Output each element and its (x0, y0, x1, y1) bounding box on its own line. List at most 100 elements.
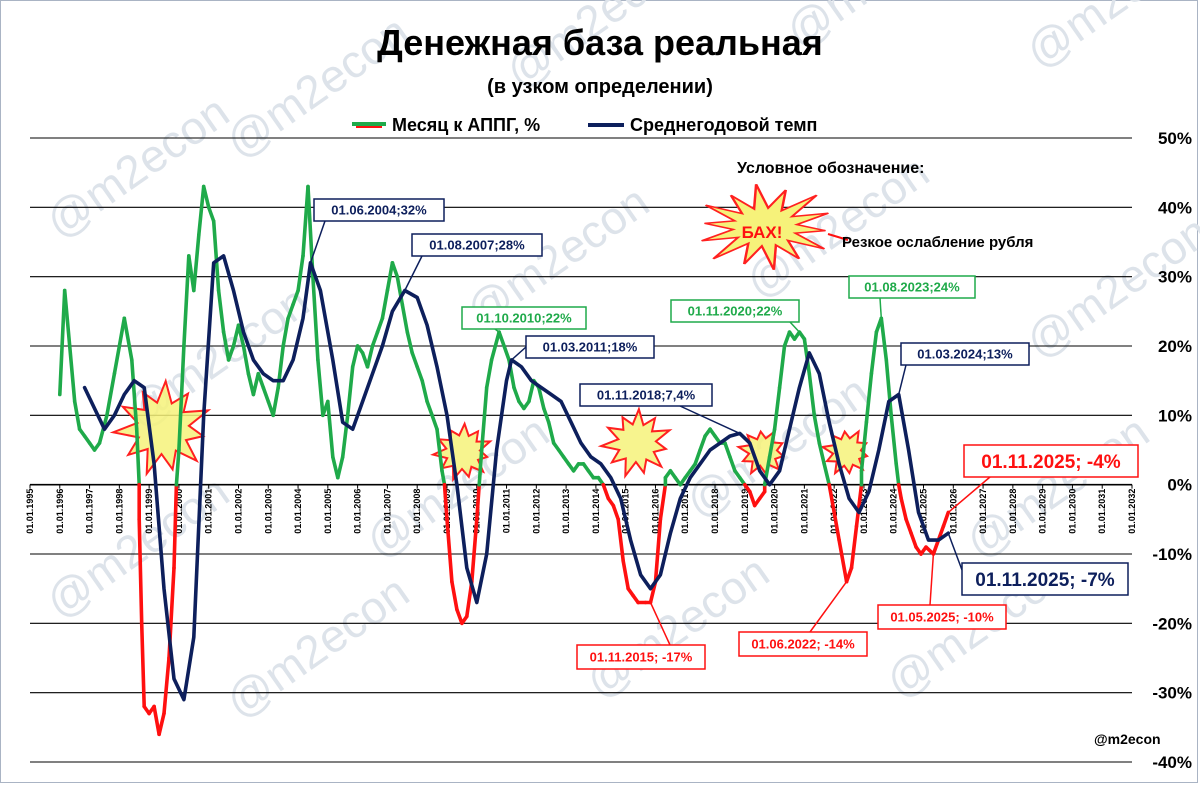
monthly-segment (226, 344, 236, 362)
monthly-segment (177, 344, 186, 452)
annotation-label: 01.08.2023;24% (864, 280, 960, 295)
monthly-segment (271, 385, 281, 418)
x-tick-label: 01.01.2004 (293, 489, 303, 534)
monthly-segment (251, 371, 261, 397)
x-tick-label: 01.01.2015 (621, 489, 631, 534)
monthly-segment (621, 559, 631, 591)
monthly-segment (241, 344, 251, 376)
monthly-segment (130, 358, 139, 432)
key-burst-desc: Резкое ослабление рубля (842, 234, 1033, 251)
monthly-segment (134, 427, 141, 487)
monthly-segment (400, 302, 410, 334)
annotation-box (461, 306, 587, 330)
x-tick-label: 01.01.2025 (919, 489, 929, 534)
monthly-segment (182, 254, 191, 348)
x-tick-label: 01.01.2014 (591, 489, 601, 534)
monthly-segment (152, 704, 161, 737)
monthly-segment (365, 344, 375, 369)
x-tick-label: 01.01.2031 (1097, 489, 1107, 534)
monthly-segment (541, 406, 551, 425)
monthly-segment (335, 455, 345, 480)
annotation-box (670, 299, 800, 323)
monthly-segment (479, 385, 489, 452)
monthly-segment (807, 371, 817, 418)
monthly-segment (869, 330, 879, 376)
signature: @m2econ (1094, 731, 1161, 747)
monthly-segment (502, 344, 511, 362)
monthly-segment (57, 288, 67, 397)
monthly-segment (747, 489, 757, 508)
monthly-segment (546, 420, 556, 445)
x-tick-label: 01.01.2001 (204, 489, 214, 534)
monthly-segment (112, 344, 122, 376)
annotation-label: 01.10.2010;22% (476, 311, 572, 326)
monthly-segment (864, 371, 874, 425)
burst-icon (597, 406, 673, 479)
monthly-segment (216, 288, 226, 334)
monthly-segment (440, 468, 447, 487)
monthly-segment (899, 496, 908, 522)
x-tick-label: 01.01.2032 (1127, 489, 1137, 534)
monthly-segment (137, 517, 144, 626)
x-tick-label: 01.01.2005 (323, 489, 333, 534)
x-tick-label: 01.01.2029 (1038, 489, 1048, 534)
x-tick-label: 01.01.2021 (799, 489, 809, 534)
annotation-label: 01.03.2011;18% (543, 340, 638, 355)
x-tick-label: 01.01.1999 (144, 489, 154, 534)
y-tick-label: 10% (1158, 406, 1192, 425)
x-tick-label: 01.01.2017 (680, 489, 690, 534)
y-tick-label: 0% (1167, 476, 1192, 495)
monthly-segment (611, 503, 621, 522)
monthly-segment (139, 621, 146, 709)
annotation-leader (404, 255, 423, 291)
monthly-segment (197, 184, 206, 237)
annotation-leader (947, 532, 963, 571)
x-tick-label: 01.01.2030 (1067, 489, 1077, 534)
monthly-segment (306, 184, 315, 279)
monthly-segment (256, 371, 266, 390)
x-tick-label: 01.01.2016 (650, 489, 660, 534)
monthly-segment (477, 448, 484, 487)
monthly-segment (698, 434, 707, 452)
x-tick-label: 01.01.2013 (561, 489, 571, 534)
annotation-box (900, 342, 1030, 366)
key-burst-shape (701, 184, 829, 270)
annotation-label: 01.11.2020;22% (688, 304, 783, 319)
monthly-segment (653, 517, 663, 584)
annotation-box (579, 383, 713, 407)
annotation-leader (947, 476, 991, 513)
annotation-leader (809, 581, 848, 633)
watermark-text: @m2econ (576, 545, 778, 708)
annotation-label: 01.05.2025; -10% (890, 610, 994, 625)
monthly-segment (380, 288, 390, 321)
monthly-segment (658, 482, 668, 522)
monthly-segment (723, 441, 732, 459)
monthly-segment (385, 260, 395, 293)
monthly-segment (601, 482, 611, 501)
x-tick-layer: 01.01.1995 01.01.1996 01.01.1997 01.01.1998… (25, 484, 1137, 534)
monthly-segment (894, 462, 901, 487)
burst-icon (430, 421, 493, 483)
x-tick-label: 01.01.2028 (1008, 489, 1018, 534)
x-tick-label: 01.01.2008 (412, 489, 422, 534)
monthly-segment (105, 371, 117, 418)
y-tick-label: -30% (1152, 684, 1192, 703)
annotation-leader (789, 321, 800, 333)
monthly-segment (728, 455, 737, 473)
annotation-leader (929, 553, 935, 606)
annotation-leader (511, 346, 527, 361)
y-tick-label: -10% (1152, 545, 1192, 564)
monthly-segment (941, 510, 951, 529)
monthly-segment (261, 385, 271, 404)
annotation-box (877, 604, 1007, 630)
monthly-segment (390, 260, 400, 279)
monthly-segment (817, 441, 827, 466)
monthly-segment (296, 254, 305, 293)
monthly-segment (832, 510, 841, 542)
annotation-box (961, 562, 1129, 596)
x-tick-label: 01.01.2012 (531, 489, 541, 534)
key-arrow (827, 233, 849, 241)
monthly-segment (286, 302, 295, 321)
monthly-segment (879, 316, 889, 362)
